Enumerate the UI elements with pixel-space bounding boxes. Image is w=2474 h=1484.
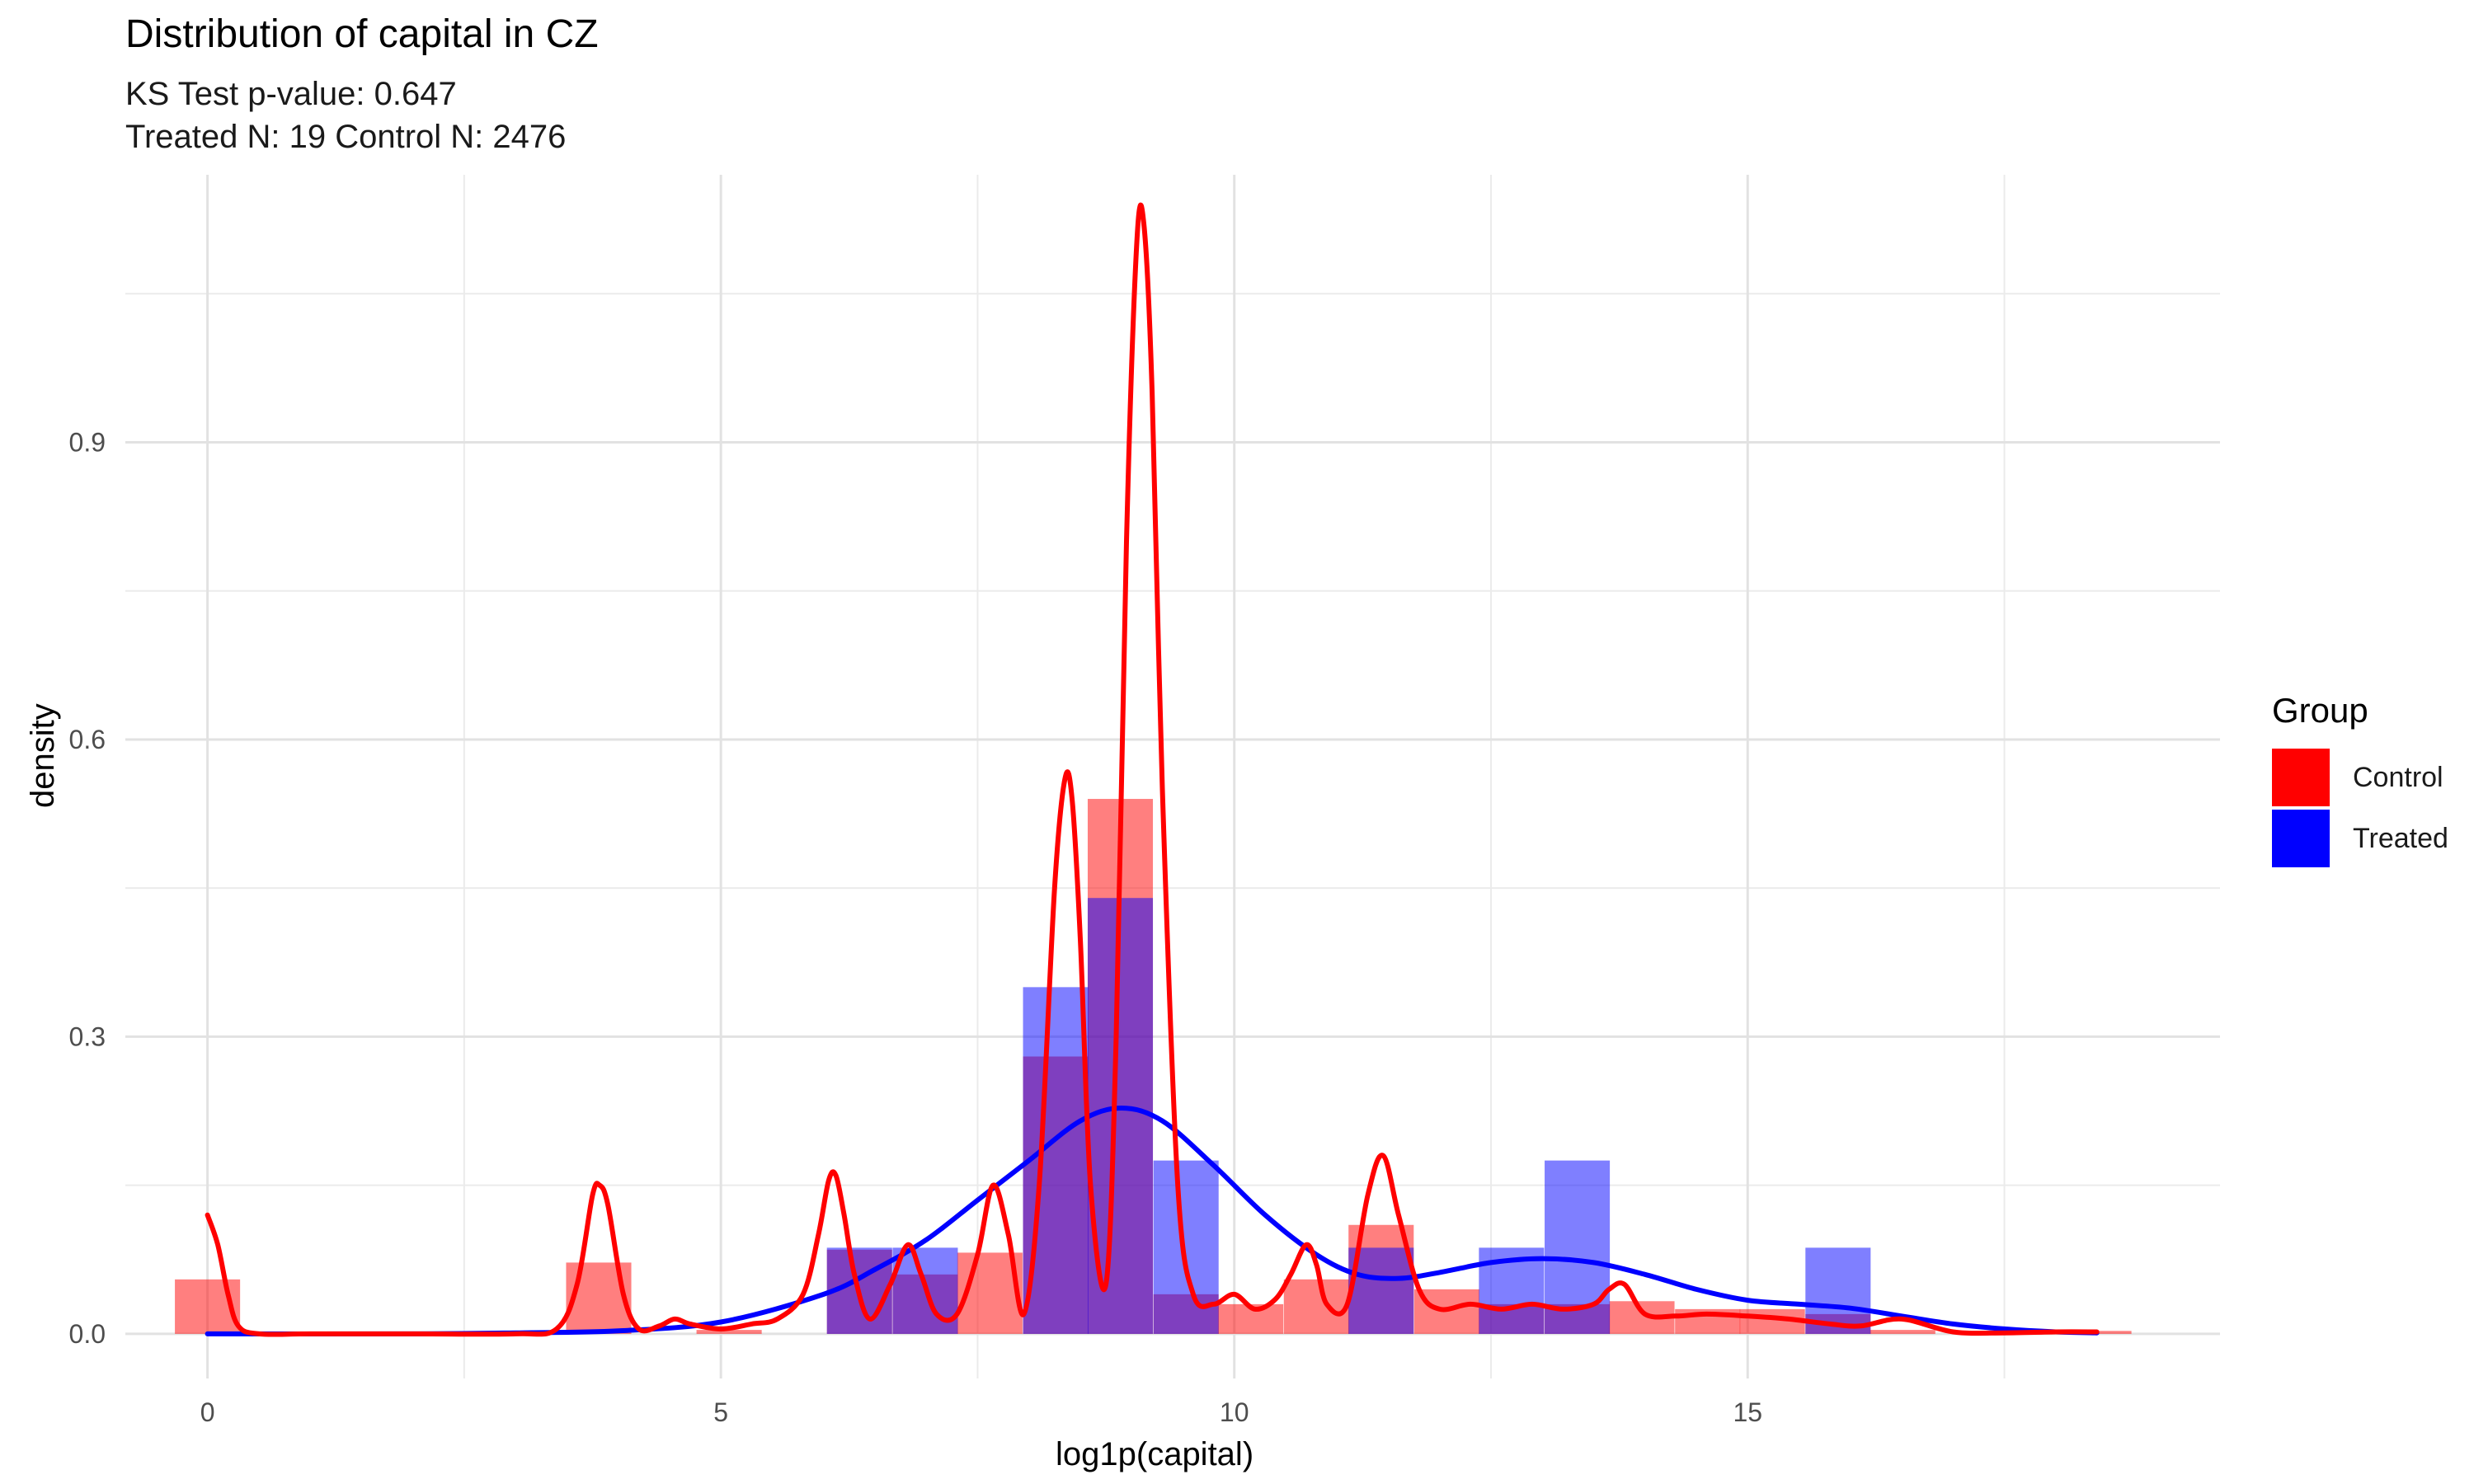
x-tick-label: 5	[713, 1397, 728, 1427]
x-axis-title: log1p(capital)	[1056, 1436, 1254, 1472]
histogram-bar-control	[1870, 1330, 1935, 1334]
density-line-treated	[205, 1106, 2100, 1336]
legend-label-control: Control	[2353, 761, 2443, 793]
axis-ticks: 0 5 10 15 0.0 0.3 0.6 0.9	[69, 427, 1763, 1427]
legend-label-treated: Treated	[2353, 822, 2448, 854]
legend-swatch-treated	[2272, 810, 2330, 867]
density-lines	[205, 202, 2100, 1337]
y-tick-label: 0.6	[69, 725, 106, 754]
histogram-bar-treated	[1805, 1247, 1871, 1334]
chart-title: Distribution of capital in CZ	[125, 12, 599, 56]
x-tick-label: 0	[200, 1397, 215, 1427]
histogram-bar-treated	[1348, 1247, 1414, 1334]
histogram-bar-control	[1283, 1279, 1349, 1334]
legend-swatch-control	[2272, 749, 2330, 806]
x-tick-label: 15	[1733, 1397, 1762, 1427]
y-axis-title: density	[25, 703, 61, 808]
y-tick-label: 0.3	[69, 1021, 106, 1051]
legend-item-treated: Treated	[2272, 808, 2448, 869]
histogram-bars	[175, 799, 2132, 1334]
density-line-control	[205, 202, 2100, 1337]
x-tick-label: 10	[1220, 1397, 1249, 1427]
histogram-bar-treated	[1023, 987, 1089, 1334]
chart-subtitle-line-1: KS Test p-value: 0.647	[125, 76, 457, 112]
y-tick-label: 0.9	[69, 427, 106, 457]
legend-item-control: Control	[2272, 747, 2448, 808]
histogram-bar-control	[696, 1330, 762, 1334]
y-tick-label: 0.0	[69, 1319, 106, 1349]
legend: Group Control Treated	[2272, 691, 2448, 869]
histogram-bar-treated	[1545, 1160, 1611, 1334]
chart-subtitle-line-2: Treated N: 19 Control N: 2476	[125, 119, 567, 155]
legend-title: Group	[2272, 691, 2368, 730]
